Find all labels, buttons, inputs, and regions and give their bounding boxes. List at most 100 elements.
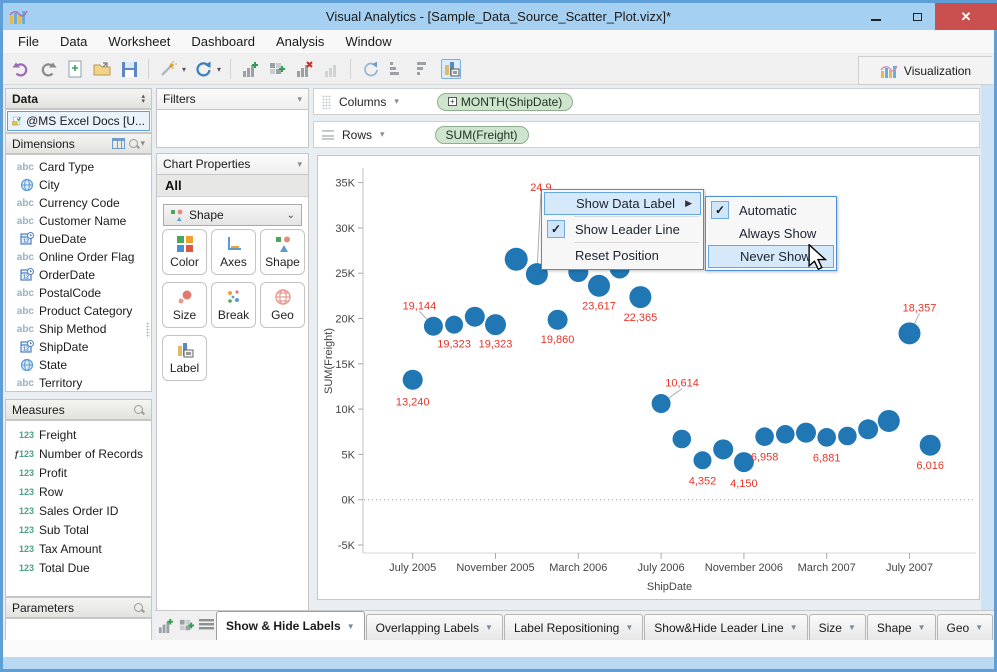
data-point-jul-2007[interactable] [898, 322, 921, 345]
data-point-jan-2007[interactable] [776, 424, 795, 444]
menu-window[interactable]: Window [345, 34, 392, 49]
sheet-list-button[interactable] [199, 614, 214, 636]
dimension-item[interactable]: abc Online Order Flag [6, 248, 151, 266]
menu-item-never-show[interactable]: Never Show [708, 245, 834, 268]
measure-item[interactable]: 123 Row [6, 482, 151, 501]
data-point-jun-2006[interactable] [629, 286, 652, 309]
dimension-item[interactable]: abc Customer Name [6, 212, 151, 230]
menu-item-automatic[interactable]: ✓ Automatic [708, 199, 834, 222]
rotate-axes-button[interactable] [360, 59, 380, 79]
data-panel-header[interactable]: Data ▴ ▾ [5, 88, 152, 109]
data-point-nov-2005[interactable] [485, 314, 506, 336]
data-point-aug-2006[interactable] [672, 429, 692, 449]
undo-button[interactable] [11, 59, 31, 79]
menu-worksheet[interactable]: Worksheet [108, 34, 171, 49]
scatter-plot[interactable]: SUM(Freight) 35K 30K 25K 20K 15K 10K 5K 0K -5K Jul… [318, 156, 979, 599]
tab-dropdown-icon[interactable]: ▼ [847, 623, 856, 632]
add-dashboard-button[interactable] [178, 614, 195, 636]
delete-worksheet-button[interactable] [294, 59, 314, 79]
minimize-button[interactable] [858, 3, 894, 30]
dimension-item[interactable]: State [6, 356, 151, 374]
columns-pill-month-shipdate[interactable]: + MONTH(ShipDate) [436, 92, 574, 111]
label-property-button[interactable]: Label [162, 335, 207, 381]
data-point-aug-2007[interactable] [919, 434, 941, 456]
dimension-item[interactable]: abc Currency Code [6, 194, 151, 212]
tab-dropdown-icon[interactable]: ▼ [346, 621, 355, 631]
data-point-apr-2006[interactable] [588, 274, 610, 297]
worksheet-tab-show-hide-labels[interactable]: Show & Hide Labels ▼ [216, 611, 365, 640]
geo-property-button[interactable]: Geo [260, 282, 305, 328]
chevron-down-icon[interactable]: ▾ [140, 138, 145, 148]
dimension-item[interactable]: abc Product Category [6, 302, 151, 320]
dimension-item[interactable]: abc Territory [6, 374, 151, 391]
measure-item[interactable]: 123 Total Due [6, 558, 151, 577]
size-property-button[interactable]: Size [162, 282, 207, 328]
close-button[interactable]: ✕ [935, 3, 997, 30]
worksheet-tab-overlapping-labels[interactable]: Overlapping Labels ▼ [365, 614, 503, 640]
worksheet-tab-geo[interactable]: Geo ▼ [936, 614, 994, 640]
dimension-item[interactable]: City [6, 176, 151, 194]
save-button[interactable] [119, 59, 139, 79]
data-point-jul-2006[interactable] [651, 394, 671, 414]
dimension-item[interactable]: 12 OrderDate [6, 266, 151, 284]
measure-item[interactable]: ƒ123 Number of Records [6, 444, 151, 463]
add-worksheet-button[interactable] [157, 614, 174, 636]
menu-data[interactable]: Data [59, 34, 88, 49]
worksheet-tab-shape[interactable]: Shape ▼ [866, 614, 936, 640]
view-data-icon[interactable] [112, 138, 126, 149]
worksheet-tab-show-hide-leader-line[interactable]: Show&Hide Leader Line ▼ [644, 614, 808, 640]
chart-type-dropdown[interactable]: Shape ⌄ [163, 204, 302, 226]
dimension-item[interactable]: 12 ShipDate [6, 338, 151, 356]
menu-dashboard[interactable]: Dashboard [191, 34, 255, 49]
data-point-jul-2005[interactable] [402, 369, 423, 390]
data-point-oct-2005[interactable] [464, 306, 485, 327]
axes-property-button[interactable]: Axes [211, 229, 256, 275]
shape-property-button[interactable]: Shape [260, 229, 305, 275]
chart-properties-header[interactable]: Chart Properties ▾ [156, 153, 309, 175]
add-dashboard-button[interactable] [267, 59, 287, 79]
data-point-feb-2007[interactable] [796, 422, 816, 443]
data-point-sep-2005[interactable] [445, 315, 464, 334]
data-point-apr-2007[interactable] [838, 426, 857, 446]
measure-item[interactable]: 123 Sales Order ID [6, 501, 151, 520]
data-point-dec-2005[interactable] [504, 247, 528, 271]
refresh-dropdown[interactable]: ▾ [217, 64, 222, 74]
visualization-tab-button[interactable]: Visualization [858, 56, 992, 85]
data-source-item[interactable]: @MS Excel Docs [U... [7, 111, 150, 131]
dimension-item[interactable]: abc Ship Method [6, 320, 151, 338]
data-point-mar-2007[interactable] [817, 428, 836, 447]
search-icon[interactable] [133, 602, 145, 614]
drag-grip-icon[interactable] [322, 129, 334, 140]
worksheet-tab-label-repositioning[interactable]: Label Repositioning ▼ [503, 614, 644, 640]
format-painter-dropdown[interactable]: ▾ [182, 64, 187, 74]
dimension-item[interactable]: abc PostalCode [6, 284, 151, 302]
dimension-item[interactable]: 12 DueDate [6, 230, 151, 248]
dimension-item[interactable]: abc Card Type [6, 158, 151, 176]
data-point-aug-2005[interactable] [423, 316, 443, 336]
rows-pill-sum-freight[interactable]: SUM(Freight) [434, 125, 529, 144]
break-property-button[interactable]: Break [211, 282, 256, 328]
data-point-nov-2006[interactable] [733, 452, 754, 473]
format-painter-button[interactable] [158, 59, 178, 79]
worksheet-tab-size[interactable]: Size ▼ [808, 614, 866, 640]
tab-dropdown-icon[interactable]: ▼ [485, 623, 493, 632]
menu-item-show-data-label[interactable]: Show Data Label ▶ [544, 192, 701, 215]
data-point-jun-2007[interactable] [877, 409, 900, 432]
open-button[interactable] [92, 59, 112, 79]
search-icon[interactable] [133, 404, 145, 416]
tab-dropdown-icon[interactable]: ▼ [625, 623, 634, 632]
measure-item[interactable]: 123 Tax Amount [6, 539, 151, 558]
menu-item-always-show[interactable]: Always Show [708, 222, 834, 245]
expand-plus-icon[interactable]: + [447, 97, 457, 106]
menu-item-reset-position[interactable]: Reset Position [544, 244, 701, 267]
maximize-button[interactable] [899, 3, 935, 30]
sort-ascending-button[interactable] [387, 59, 407, 79]
menu-analysis[interactable]: Analysis [275, 34, 325, 49]
measure-item[interactable]: 123 Profit [6, 463, 151, 482]
menu-file[interactable]: File [18, 34, 39, 49]
refresh-button[interactable] [193, 59, 213, 79]
drag-grip-icon[interactable] [322, 94, 331, 109]
collapse-expand-icon[interactable]: ▴ ▾ [141, 92, 145, 105]
measure-item[interactable]: 123 Sub Total [6, 520, 151, 539]
menu-item-show-leader-line[interactable]: ✓ Show Leader Line [544, 218, 701, 241]
